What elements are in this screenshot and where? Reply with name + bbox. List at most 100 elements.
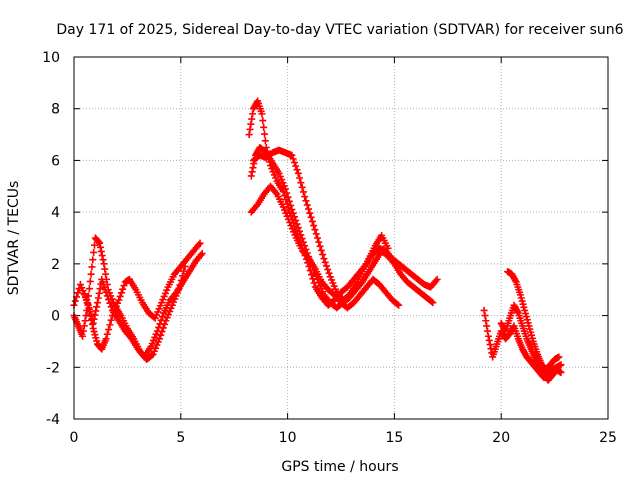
data-point [158, 328, 166, 336]
series-track-j [504, 268, 563, 374]
x-axis-label: GPS time / hours [281, 459, 398, 475]
series-track-i [497, 301, 565, 384]
data-point [320, 255, 328, 263]
data-point [557, 368, 565, 376]
data-point [97, 247, 105, 255]
data-point [115, 296, 123, 304]
data-point [96, 243, 104, 251]
data-point [87, 270, 95, 278]
data-point [259, 117, 267, 125]
data-point [85, 285, 93, 293]
data-point [293, 220, 301, 228]
data-point [80, 322, 88, 330]
data-point [88, 263, 96, 271]
data-point [306, 209, 314, 217]
y-axis-label: SDTVAR / TECUs [6, 181, 22, 296]
x-tick-label: 5 [176, 430, 185, 446]
plot-frame [73, 56, 609, 420]
data-point [429, 299, 437, 307]
data-point [315, 238, 323, 246]
data-point [101, 265, 109, 273]
data-point [95, 238, 103, 246]
data-point [321, 258, 329, 266]
data-point [161, 320, 169, 328]
data-point [319, 251, 327, 259]
data-point [289, 209, 297, 217]
data-point [303, 201, 311, 209]
grid [74, 57, 608, 419]
data-point [91, 241, 99, 249]
y-tick-label: 6 [51, 153, 60, 169]
data-point [175, 286, 183, 294]
data-point [316, 242, 324, 250]
data-point [297, 179, 305, 187]
data-point [92, 307, 100, 315]
data-point [99, 256, 107, 264]
data-point [79, 332, 87, 340]
data-point [557, 361, 565, 369]
data-point [81, 317, 89, 325]
data-point [88, 316, 96, 324]
series-track-b [70, 234, 189, 364]
data-point [96, 285, 104, 293]
data-point [249, 110, 257, 118]
data-point [90, 248, 98, 256]
data-point [148, 351, 156, 359]
y-tick-label: 4 [51, 205, 60, 221]
y-tick-label: 2 [51, 257, 60, 273]
data-point [245, 131, 253, 139]
data-point [102, 275, 110, 283]
data-point [260, 123, 268, 131]
data-point [293, 166, 301, 174]
data-point [258, 110, 266, 118]
y-tick-label: 8 [51, 102, 60, 118]
data-point [246, 125, 254, 133]
data-point [102, 270, 110, 278]
data-point [308, 217, 316, 225]
x-tick-label: 0 [70, 430, 79, 446]
y-tick-label: -4 [46, 412, 60, 428]
data-point [484, 332, 492, 340]
data-point [196, 239, 204, 247]
data-point [310, 222, 318, 230]
data-point [98, 252, 106, 260]
axis-ticks: 0 5 10 15 20 25 -4 -2 0 2 4 6 8 10 [42, 50, 617, 446]
data-point [290, 158, 298, 166]
data-point [249, 164, 257, 172]
data-point [176, 281, 184, 289]
data-point [248, 168, 256, 176]
chart-title: Day 171 of 2025, Sidereal Day-to-day VTE… [56, 22, 623, 38]
data-point [285, 197, 293, 205]
data-point [86, 277, 94, 285]
data-point [395, 301, 403, 309]
series-track-g [249, 146, 392, 304]
data-point [281, 185, 289, 193]
data-point [117, 289, 125, 297]
data-point [317, 246, 325, 254]
data-point [322, 262, 330, 270]
data-point [294, 169, 302, 177]
data-point [100, 260, 108, 268]
data-point [198, 250, 206, 258]
data-point [107, 316, 115, 324]
data-point [288, 151, 296, 159]
data-point [180, 267, 188, 275]
data-point [296, 174, 304, 182]
data-point [283, 189, 291, 197]
data-point [96, 239, 104, 247]
data-point [555, 353, 563, 361]
data-point [106, 321, 114, 329]
x-tick-label: 25 [599, 430, 617, 446]
data-point [289, 155, 297, 163]
data-point [292, 162, 300, 170]
data-point [292, 216, 300, 224]
data-point [247, 120, 255, 128]
data-point [155, 335, 163, 343]
data-point [159, 324, 167, 332]
data-point [95, 289, 103, 297]
x-tick-label: 15 [385, 430, 403, 446]
data-point [116, 292, 124, 300]
data-point [179, 272, 187, 280]
data-point [91, 311, 99, 319]
